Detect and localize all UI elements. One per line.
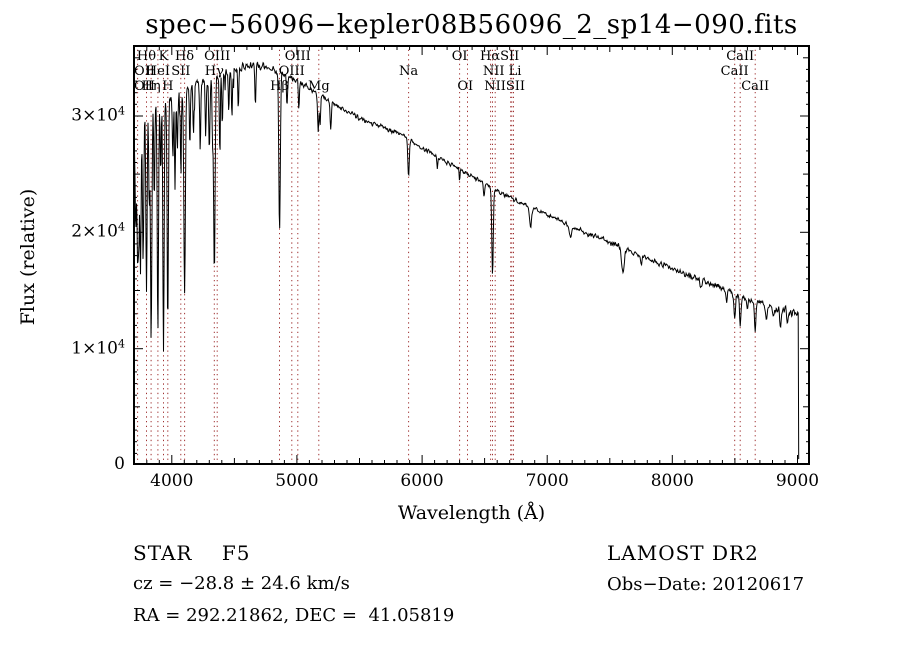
y-tick-label: 0 xyxy=(114,454,125,475)
spectral-line-label: OIII xyxy=(204,49,231,64)
spectral-line-label: OII xyxy=(134,64,155,79)
axis-ticks xyxy=(133,45,810,465)
survey-release-text: LAMOST DR2 xyxy=(607,541,759,565)
object-class-text: STAR F5 xyxy=(133,541,251,565)
spectral-line-label: Hγ xyxy=(204,64,224,79)
spectral-line-label: Hδ xyxy=(174,49,195,64)
spectral-line-label: HeI xyxy=(145,64,170,79)
spectral-line-label: NIISII xyxy=(484,79,526,94)
spectral-line-label: HαSII xyxy=(479,49,520,64)
spectral-line-label: K xyxy=(158,49,169,64)
spectral-line-label: OII xyxy=(134,79,155,94)
x-tick-label: 9000 xyxy=(775,471,820,491)
spectral-line-label: OI xyxy=(451,49,468,64)
x-tick-label: 8000 xyxy=(650,471,694,491)
spectral-line-label: CaII xyxy=(741,79,770,94)
x-tick-label: 6000 xyxy=(400,471,444,491)
spectral-line-label: OIII xyxy=(278,64,305,79)
y-tick-label: 2×104 xyxy=(71,220,125,242)
plot-title: spec−56096−kepler08B56096_2_sp14−090.fit… xyxy=(145,10,798,40)
y-tick-label: 3×104 xyxy=(71,104,125,126)
coordinates-text: RA = 292.21862, DEC = 41.05819 xyxy=(133,605,455,626)
x-tick-label: 7000 xyxy=(525,471,569,491)
spectral-line-label: OIII xyxy=(284,49,311,64)
spectral-line-label: Na xyxy=(398,64,419,79)
spectral-line-label: Hθ xyxy=(136,49,157,64)
spectral-line-label: Mg xyxy=(308,79,330,94)
spectrum-line xyxy=(133,61,800,460)
plot-frame xyxy=(133,45,810,465)
y-tick-label: 1×104 xyxy=(71,337,125,359)
spectral-line-label: Hη xyxy=(141,79,161,94)
spectral-line-label: NII Li xyxy=(482,64,522,79)
x-axis-label: Wavelength (Å) xyxy=(397,502,546,524)
x-tick-label: 4000 xyxy=(150,471,194,491)
x-tick-label: 5000 xyxy=(275,471,319,491)
y-axis-label: Flux (relative) xyxy=(17,188,39,326)
spectral-line-label: SII xyxy=(171,64,191,79)
spectral-line-label: CaII xyxy=(720,64,749,79)
spectrum-canvas xyxy=(133,45,810,465)
obs-date-text: Obs−Date: 20120617 xyxy=(607,574,805,595)
spectral-line-label: CaII xyxy=(726,49,755,64)
spectral-line-label: OI xyxy=(457,79,474,94)
spectral-line-label: H xyxy=(162,79,174,94)
spectral-line-label: Hβ xyxy=(270,79,289,94)
radial-velocity-text: cz = −28.8 ± 24.6 km/s xyxy=(133,573,350,594)
spectral-line-markers xyxy=(137,45,756,465)
